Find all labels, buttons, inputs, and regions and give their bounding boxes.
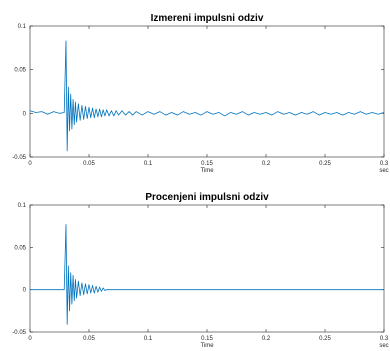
bottom-series-line	[30, 224, 384, 325]
bottom-x-tick-label: 0.3	[380, 336, 389, 342]
bottom-x-tick-label: 0.1	[144, 336, 153, 342]
top-x-tick-label: 0	[28, 161, 32, 167]
top-x-tick-label: 0.1	[144, 161, 153, 167]
top-chart-title: Izmereni impulsni odziv	[151, 13, 264, 24]
bottom-x-tick-label: 0	[28, 336, 32, 342]
top-x-axis-label: Time	[200, 168, 214, 174]
bottom-chart: Procenjeni impulsni odziv 0 0.05 0.1 0.15 0.2…	[12, 192, 389, 349]
top-y-tick-label: 0.05	[14, 68, 26, 74]
bottom-x-axis-unit: sec	[379, 343, 388, 349]
bottom-y-tick-label: 0.05	[14, 245, 26, 251]
top-x-tick-label: 0.3	[380, 161, 389, 167]
bottom-x-tick-label: 0.15	[201, 336, 213, 342]
top-x-axis-unit: sec	[379, 168, 388, 174]
bottom-x-tick-label: 0.05	[83, 336, 95, 342]
top-x-tick-label: 0.05	[83, 161, 95, 167]
bottom-y-tick-label: 0.1	[18, 203, 27, 209]
top-y-tick-label: -0.05	[12, 155, 26, 161]
top-x-tick-label: 0.2	[262, 161, 271, 167]
bottom-x-tick-label: 0.2	[262, 336, 271, 342]
bottom-x-axis-label: Time	[200, 343, 214, 349]
top-y-tick-label: 0.1	[18, 24, 27, 30]
top-chart: Izmereni impulsni odziv 0 0.05 0.1 0.15 0.2 0.…	[12, 13, 389, 174]
top-x-tick-label: 0.15	[201, 161, 213, 167]
bottom-plot-area	[29, 204, 385, 333]
bottom-y-tick-label: 0	[23, 288, 27, 294]
top-y-tick-label: 0	[23, 111, 27, 117]
top-series-line	[29, 40, 385, 152]
top-x-tick-label: 0.25	[319, 161, 331, 167]
top-plot-area	[29, 25, 385, 158]
bottom-chart-title: Procenjeni impulsni odziv	[145, 192, 269, 203]
bottom-y-tick-label: -0.05	[12, 330, 26, 336]
bottom-x-tick-label: 0.25	[319, 336, 331, 342]
